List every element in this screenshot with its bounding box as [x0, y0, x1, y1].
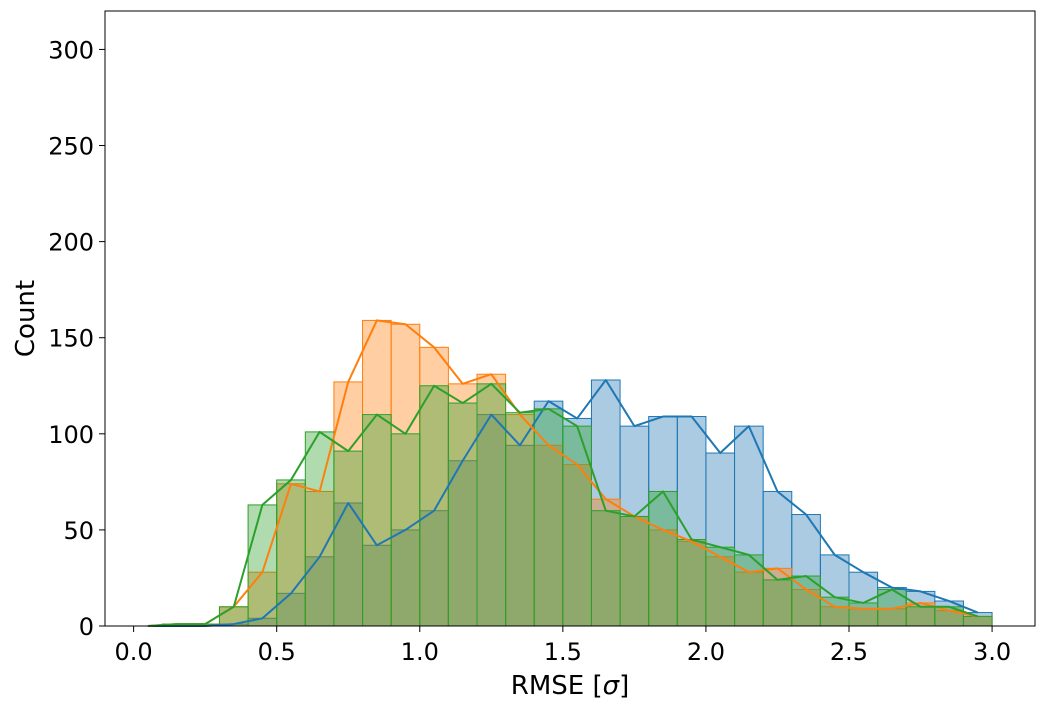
histogram-bar-series-3-bin-6 [276, 479, 306, 627]
histogram-bar-series-3-bin-12 [447, 402, 478, 627]
histogram-bar-series-3-bin-28 [905, 606, 936, 627]
histogram-bar-series-3-bin-20 [676, 539, 707, 627]
histogram-bar-series-3-bin-22 [734, 554, 764, 627]
histogram-bar-series-1-bin-19 [648, 416, 678, 627]
y-tick-label: 300 [48, 36, 94, 64]
histogram-bar-series-3-bin-26 [848, 602, 879, 627]
kde-lines [147, 319, 979, 627]
histogram-bars [161, 319, 993, 627]
y-axis-label: Count [11, 280, 41, 357]
histogram-bar-series-1-bin-6 [276, 592, 306, 627]
x-tick-label: 2.5 [830, 638, 868, 666]
y-tick-label: 50 [63, 517, 94, 545]
histogram-bar-series-3-bin-30 [962, 615, 993, 627]
x-tick-label: 1.5 [544, 638, 582, 666]
x-axis-label: RMSE [σ] [511, 671, 629, 701]
histogram-bar-series-3-bin-18 [619, 515, 650, 627]
histogram-bar-series-2-bin-19 [648, 529, 678, 627]
histogram-bar-series-1-bin-18 [619, 425, 650, 627]
x-tick-label: 0.0 [115, 638, 153, 666]
y-tick-label: 100 [48, 421, 94, 449]
y-axis-ticks: 0 50 100 150 200 250 300 [48, 36, 105, 641]
histogram-bar-series-1-bin-23 [762, 490, 793, 627]
histogram-bar-series-2-bin-18 [619, 515, 650, 627]
x-axis-ticks: 0.0 0.5 1.0 1.5 2.0 2.5 3.0 [115, 626, 1011, 666]
histogram-bar-series-3-bin-16 [562, 425, 592, 627]
plot-area-frame [104, 10, 1036, 627]
histogram-bar-series-3-bin-11 [419, 385, 449, 627]
y-tick-label: 200 [48, 229, 94, 257]
histogram-bar-series-2-bin-22 [734, 571, 764, 627]
histogram-bar-series-3-bin-15 [533, 408, 564, 627]
histogram-bar-series-3-bin-19 [648, 490, 678, 627]
kde-line-series-1 [147, 379, 979, 627]
histogram-bar-series-1-bin-17 [590, 379, 621, 627]
histogram-bar-series-3-bin-13 [476, 383, 507, 627]
histogram-bar-series-3-bin-7 [304, 431, 335, 627]
x-tick-label: 2.0 [687, 638, 725, 666]
x-tick-label: 1.0 [401, 638, 439, 666]
histogram-bar-series-3-bin-17 [590, 510, 621, 627]
histogram-bar-series-1-bin-24 [791, 514, 821, 627]
y-tick-label: 250 [48, 133, 94, 161]
y-tick-label: 0 [79, 613, 94, 641]
x-tick-label: 3.0 [973, 638, 1011, 666]
histogram-bar-series-3-bin-23 [762, 579, 793, 627]
histogram-bar-series-2-bin-12 [447, 383, 478, 627]
histogram-bar-series-1-bin-8 [333, 502, 364, 627]
histogram-bar-series-3-bin-24 [791, 575, 821, 627]
kde-line-series-3 [147, 382, 979, 627]
histogram-bar-series-3-bin-5 [247, 504, 278, 627]
histogram-bar-series-3-bin-8 [333, 450, 364, 627]
kde-line-series-2 [147, 319, 978, 627]
histogram-bar-series-3-bin-9 [362, 414, 392, 627]
x-tick-label: 0.5 [258, 638, 296, 666]
y-tick-label: 150 [48, 325, 94, 353]
histogram-bar-series-3-bin-21 [705, 546, 736, 627]
